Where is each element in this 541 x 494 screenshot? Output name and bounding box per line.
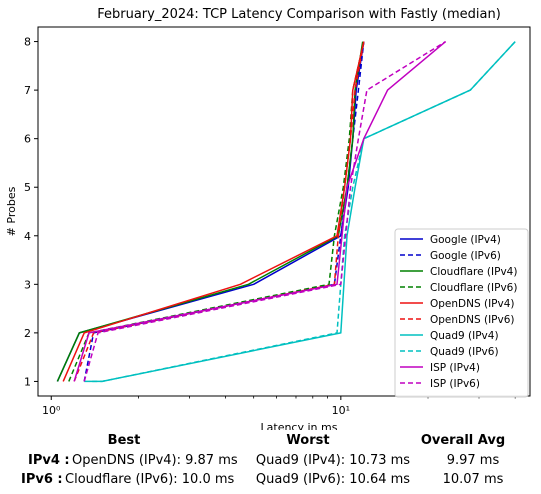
y-tick-label: 3 <box>24 278 31 291</box>
y-tick-label: 7 <box>24 84 31 97</box>
y-tick-label: 4 <box>24 230 31 243</box>
series-line-8 <box>73 41 447 382</box>
summary-row-ipv6-avg: 10.07 ms <box>442 472 504 487</box>
latency-chart: February_2024: TCP Latency Comparison wi… <box>5 7 531 430</box>
summary-row-ipv6-worst: Quad9 (IPv6): 10.64 ms <box>255 472 411 487</box>
y-tick-label: 5 <box>24 181 31 194</box>
summary-row-ipv4-worst: Quad9 (IPv4): 10.73 ms <box>255 453 411 468</box>
series-line-5 <box>73 41 365 382</box>
x-tick-label: 10¹ <box>332 404 350 417</box>
x-tick-label: 10⁰ <box>42 404 61 417</box>
series-line-9 <box>83 40 446 382</box>
plot-frame <box>37 26 531 397</box>
legend-label-6: Quad9 (IPv4) <box>430 330 499 342</box>
legend-label-4: OpenDNS (IPv4) <box>430 298 515 310</box>
y-tick-label: 2 <box>24 327 31 340</box>
legend-label-1: Google (IPv6) <box>430 250 501 262</box>
legend-label-5: OpenDNS (IPv6) <box>430 314 515 326</box>
series-line-2 <box>56 41 364 382</box>
summary-row-ipv4-avg: 9.97 ms <box>446 453 500 468</box>
legend-label-7: Quad9 (IPv6) <box>430 346 499 358</box>
legend-label-9: ISP (IPv6) <box>430 378 480 390</box>
y-tick-label: 1 <box>24 375 31 388</box>
y-tick-label: 6 <box>24 133 31 146</box>
summary-row-ipv4-best: OpenDNS (IPv4): 9.87 ms <box>72 453 238 468</box>
summary-row-ipv6-label: IPv6 : <box>21 472 63 487</box>
chart-svg: February_2024: TCP Latency Comparison wi… <box>5 7 531 430</box>
summary-header-worst: Worst <box>286 433 330 448</box>
summary-row-ipv6-best: Cloudflare (IPv6): 10.0 ms <box>65 472 235 487</box>
chart-title: February_2024: TCP Latency Comparison wi… <box>97 7 501 22</box>
x-axis-label: Latency in ms <box>261 421 338 430</box>
legend-label-8: ISP (IPv4) <box>430 362 480 374</box>
legend-label-2: Cloudflare (IPv4) <box>430 266 517 278</box>
legend-box <box>394 228 529 398</box>
series-line-3 <box>68 41 365 382</box>
y-axis-label: # Probes <box>5 186 18 236</box>
legend-label-0: Google (IPv4) <box>430 234 501 246</box>
summary-row-ipv4-label: IPv4 : <box>28 453 70 468</box>
summary-header-avg: Overall Avg <box>420 433 506 448</box>
summary-table: Best Worst Overall Avg IPv4 : OpenDNS (I… <box>0 430 541 494</box>
summary-header-best: Best <box>107 433 141 448</box>
legend-label-3: Cloudflare (IPv6) <box>430 282 517 294</box>
y-tick-label: 8 <box>24 36 31 49</box>
series-line-1 <box>83 41 365 382</box>
